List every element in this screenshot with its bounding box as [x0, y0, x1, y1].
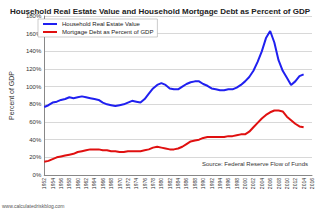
- svg-text:1976: 1976: [142, 178, 148, 189]
- svg-text:180%: 180%: [25, 13, 42, 19]
- svg-text:120%: 120%: [26, 66, 42, 72]
- svg-text:2012: 2012: [292, 178, 298, 189]
- svg-text:1952: 1952: [41, 178, 47, 189]
- svg-text:Percent of GDP: Percent of GDP: [8, 71, 15, 120]
- svg-text:2016: 2016: [309, 178, 315, 189]
- svg-text:60%: 60%: [29, 119, 42, 125]
- svg-text:1966: 1966: [100, 178, 106, 189]
- svg-text:20%: 20%: [29, 154, 42, 160]
- svg-text:2004: 2004: [259, 178, 265, 189]
- svg-text:2014: 2014: [301, 178, 307, 189]
- svg-text:80%: 80%: [29, 101, 42, 107]
- svg-text:1962: 1962: [83, 178, 89, 189]
- svg-text:1992: 1992: [209, 178, 215, 189]
- svg-text:1970: 1970: [117, 178, 123, 189]
- svg-text:Mortgage Debt as Percent of GD: Mortgage Debt as Percent of GDP: [62, 29, 153, 35]
- svg-text:1994: 1994: [217, 178, 223, 189]
- svg-text:1954: 1954: [50, 178, 56, 189]
- svg-text:160%: 160%: [25, 30, 42, 37]
- svg-text:Household Real Estate Value: Household Real Estate Value: [62, 21, 141, 27]
- svg-text:2002: 2002: [250, 178, 256, 189]
- svg-text:100%: 100%: [26, 84, 42, 90]
- svg-text:1960: 1960: [75, 178, 81, 189]
- svg-text:2010: 2010: [284, 178, 290, 189]
- svg-text:1972: 1972: [125, 178, 131, 189]
- svg-text:1956: 1956: [58, 178, 64, 189]
- svg-text:1990: 1990: [200, 178, 206, 189]
- svg-text:1988: 1988: [192, 178, 198, 189]
- svg-text:Household Real Estate Value an: Household Real Estate Value and Househol…: [10, 7, 311, 16]
- svg-text:1996: 1996: [225, 178, 231, 189]
- svg-text:1974: 1974: [133, 178, 139, 189]
- svg-text:140%: 140%: [26, 48, 42, 54]
- svg-text:1980: 1980: [158, 178, 164, 189]
- svg-text:1986: 1986: [183, 178, 189, 189]
- svg-text:Source: Federal Reserve Flow o: Source: Federal Reserve Flow of Funds: [202, 161, 308, 167]
- svg-text:1982: 1982: [167, 178, 173, 189]
- svg-text:1998: 1998: [234, 178, 240, 189]
- svg-text:0%: 0%: [33, 172, 42, 178]
- svg-text:1984: 1984: [175, 178, 181, 189]
- svg-text:2000: 2000: [242, 178, 248, 189]
- svg-text:1978: 1978: [150, 178, 156, 189]
- svg-text:1964: 1964: [91, 178, 97, 189]
- svg-text:2008: 2008: [276, 178, 282, 189]
- svg-text:2006: 2006: [267, 178, 273, 189]
- svg-text:www.calculatedriskblog.com: www.calculatedriskblog.com: [2, 203, 65, 209]
- svg-text:1968: 1968: [108, 178, 114, 189]
- svg-text:1958: 1958: [66, 178, 72, 189]
- svg-text:40%: 40%: [29, 137, 42, 143]
